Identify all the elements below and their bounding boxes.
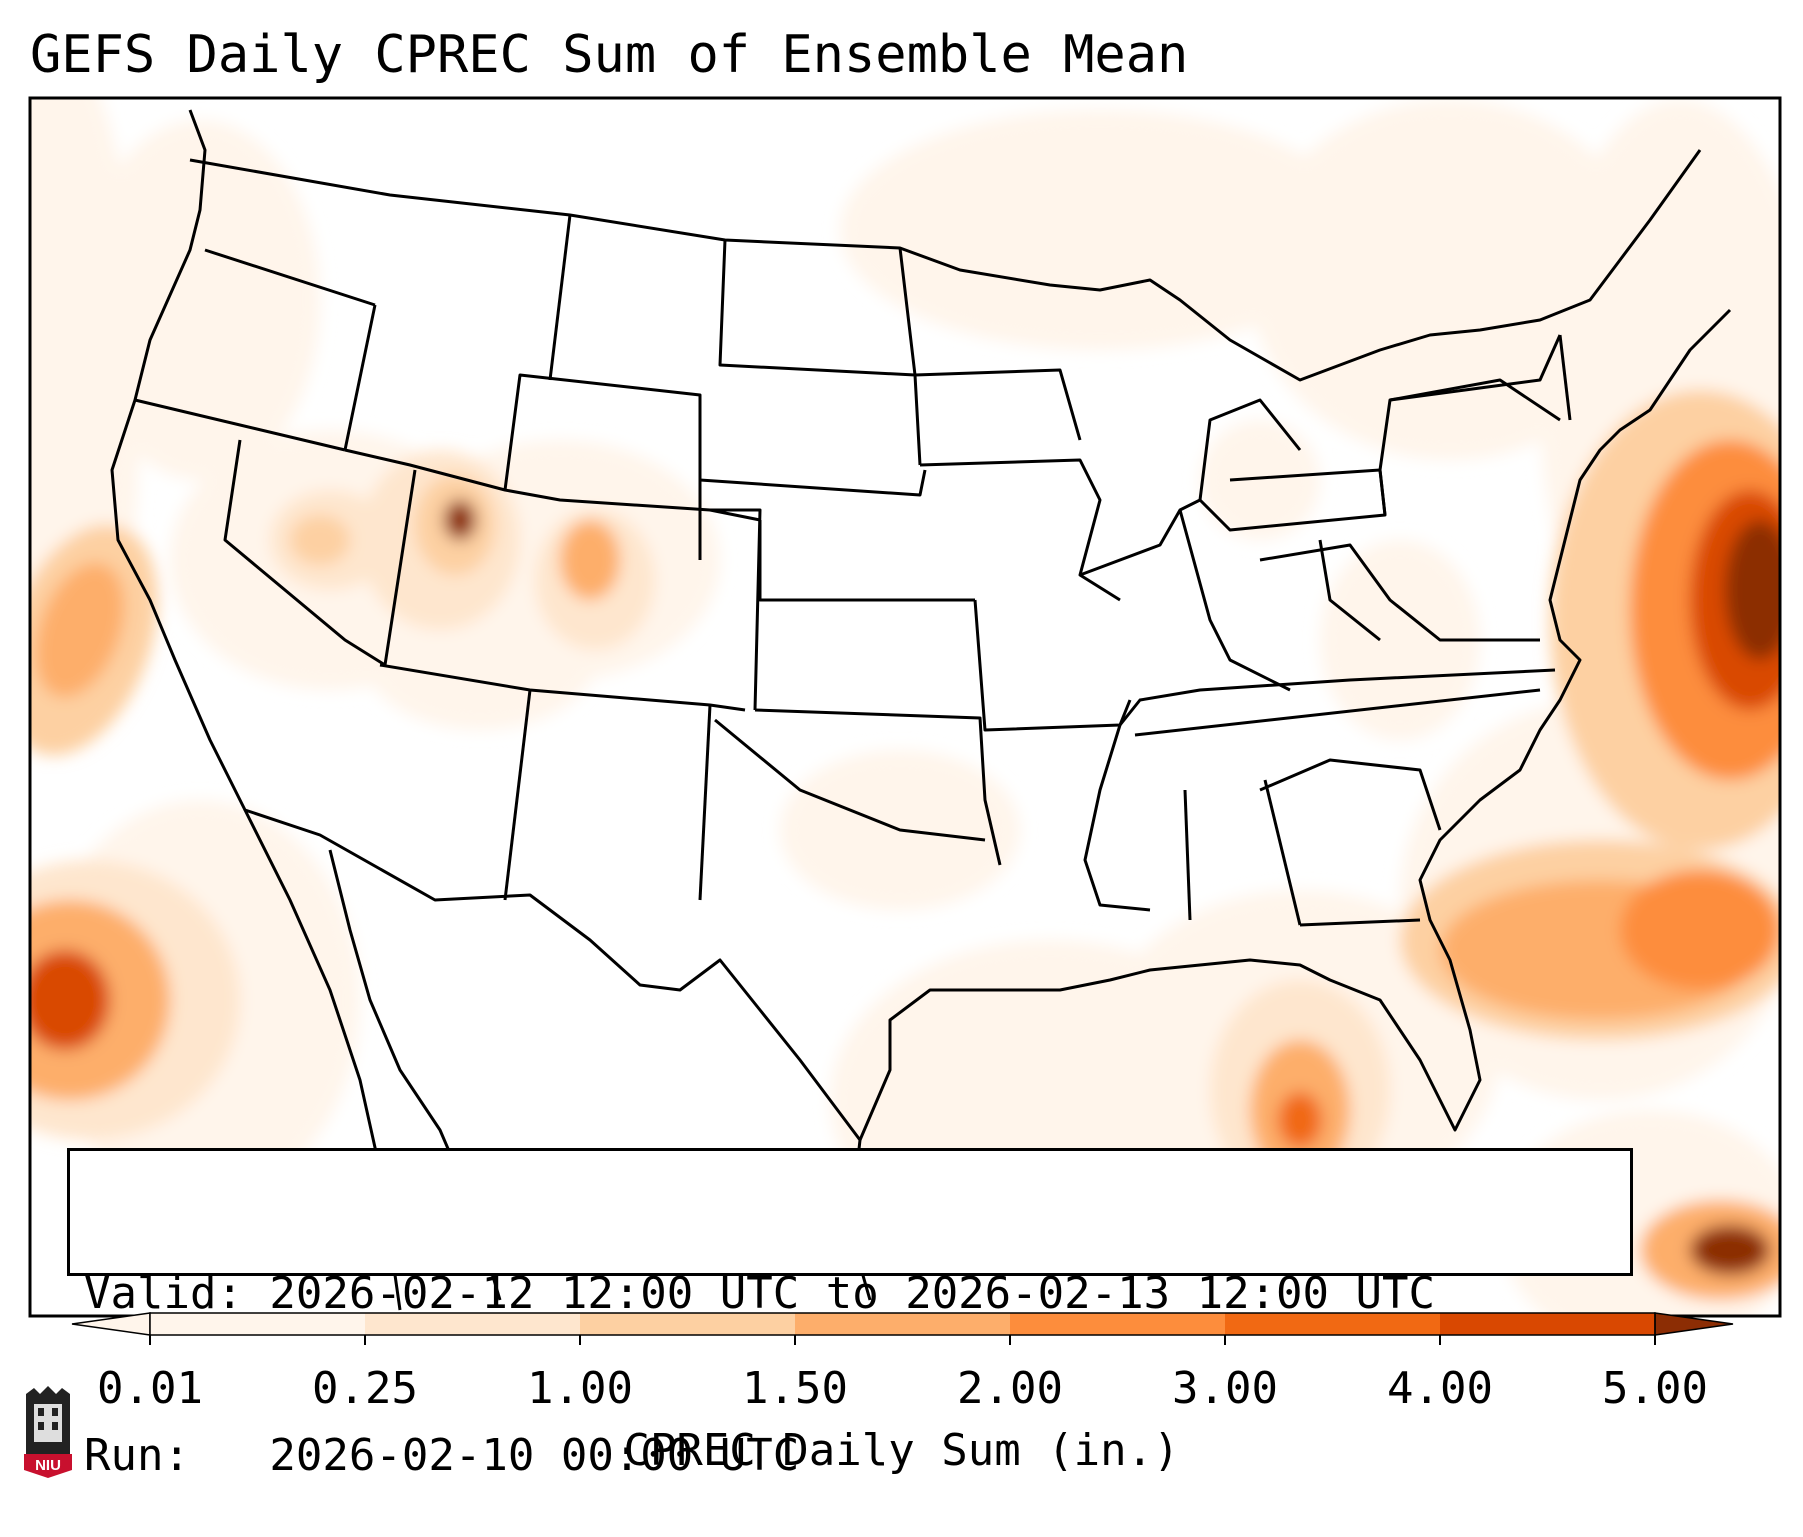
colorbar-segment <box>1225 1313 1441 1335</box>
colorbar-tick-label: 5.00 <box>1602 1363 1708 1414</box>
precip-atlantic-se-inner <box>1620 870 1780 990</box>
colorbar-outline <box>149 1312 1656 1336</box>
us-coastline <box>110 109 1732 1142</box>
colorbar-tick-label: 4.00 <box>1387 1363 1493 1414</box>
colorbar-extend-min <box>71 1312 151 1336</box>
colorbar-label: CPREC Daily Sum (in.) <box>623 1425 1180 1476</box>
precip-light-14 <box>1200 420 1320 540</box>
colorbar-extend-max <box>1654 1312 1734 1336</box>
state-boundaries <box>110 109 1732 1142</box>
canada-border <box>189 149 1702 382</box>
colorbar-segment <box>580 1313 796 1335</box>
colorbar-segment <box>1010 1313 1226 1335</box>
run-time-text: Run: 2026-02-10 00:00 UTC <box>84 1430 800 1481</box>
colorbar-tick-label: 2.00 <box>957 1363 1063 1414</box>
precip-map <box>28 96 1782 1318</box>
niu-seal-icon: NIU <box>24 1386 72 1478</box>
colorbar-segment <box>1440 1313 1656 1335</box>
colorbar-segments <box>71 1312 1734 1336</box>
map-title: GEFS Daily CPREC Sum of Ensemble Mean <box>30 25 1189 85</box>
precip-nevada-core <box>290 515 350 565</box>
precip-gulf-core <box>1278 1092 1322 1148</box>
colorbar-tick-label: 1.50 <box>742 1363 848 1414</box>
precip-light-4 <box>840 110 1360 350</box>
colorbar-segment <box>365 1313 581 1335</box>
colorbar <box>71 1312 1734 1345</box>
valid-time-box: Valid: 2026-02-12 12:00 UTC to 2026-02-1… <box>67 1148 1633 1481</box>
precip-caribbean-core <box>1690 1225 1770 1275</box>
colorbar-segment <box>150 1313 366 1335</box>
precip-pacific-north-core <box>35 562 125 698</box>
precip-field <box>30 98 1780 1316</box>
precip-light-1 <box>80 120 320 480</box>
colorbar-tick-label: 0.25 <box>312 1363 418 1414</box>
colorbar-segment <box>795 1313 1011 1335</box>
precip-colorado-core <box>560 520 620 600</box>
colorbar-tick-label: 0.01 <box>97 1363 203 1414</box>
colorbar-ticks <box>149 1335 1656 1345</box>
precip-pacific-south-core <box>30 950 110 1050</box>
colorbar-tick-label: 3.00 <box>1172 1363 1278 1414</box>
precip-utah-core <box>444 500 476 540</box>
colorbar-tick-label: 1.00 <box>527 1363 633 1414</box>
niu-logo-text: NIU <box>35 1457 61 1474</box>
precip-atlantic-core <box>1725 520 1780 660</box>
valid-time-text: Valid: 2026-02-12 12:00 UTC to 2026-02-1… <box>84 1268 1436 1319</box>
precip-light-13 <box>1320 540 1480 740</box>
